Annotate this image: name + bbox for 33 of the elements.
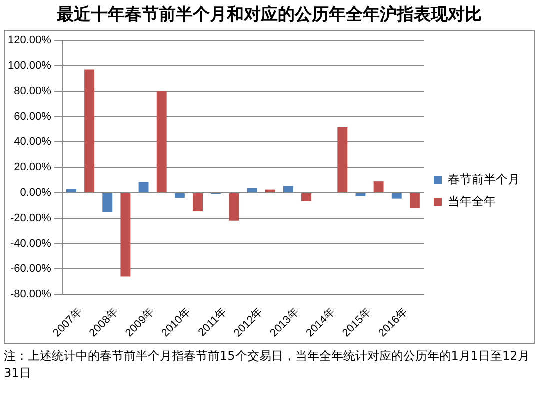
legend-label: 当年全年 (448, 194, 496, 208)
bar (229, 193, 240, 221)
legend-label: 春节前半个月 (448, 172, 520, 186)
bar (102, 193, 113, 212)
y-tick-label: 60.00% (14, 110, 52, 123)
bar (174, 193, 185, 198)
bar (84, 70, 95, 192)
y-tick-label: -20.00% (10, 212, 52, 224)
bar (356, 193, 366, 196)
text: 注：上述统计中的春节前半个月指春节前15个交易日，当年全年统计对应的公历年的1月1日至12月31日 (3, 348, 531, 382)
y-tick-label: -80.00% (10, 288, 52, 301)
bar (66, 189, 76, 192)
y-tick-label: 80.00% (14, 85, 52, 98)
bar (374, 182, 384, 192)
bar (247, 188, 258, 192)
bar (138, 182, 149, 192)
bar (302, 193, 312, 202)
bar (283, 186, 294, 192)
bar (156, 91, 167, 192)
y-tick-label: -40.00% (10, 238, 52, 250)
y-tick-label: 100.00% (8, 60, 52, 72)
bar (265, 190, 276, 192)
y-tick-label: 40.00% (14, 136, 52, 148)
chart-title: 最近十年春节前半个月和对应的公历年全年沪指表现对比 (56, 4, 483, 27)
y-tick-label: 120.00% (8, 34, 52, 47)
y-tick-label: -60.00% (10, 263, 52, 276)
y-tick-label: 0.00% (20, 187, 52, 200)
bar (338, 127, 348, 192)
bar (193, 193, 203, 212)
bar (120, 193, 131, 277)
bar (410, 193, 420, 208)
y-tick-label: 20.00% (14, 162, 52, 174)
bar (392, 193, 402, 199)
